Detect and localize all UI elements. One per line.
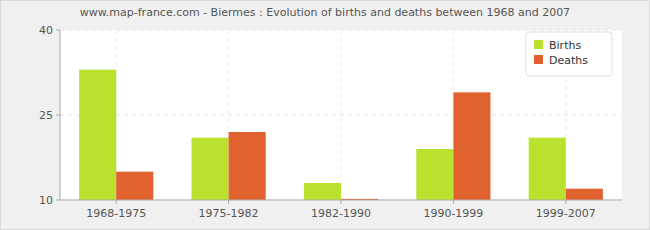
x-tick-label: 1990-1999	[423, 207, 483, 220]
y-tick-label: 25	[39, 109, 53, 122]
background	[1, 1, 650, 230]
x-tick-label: 1975-1982	[199, 207, 259, 220]
bar	[529, 138, 566, 200]
bar	[79, 70, 116, 200]
bar	[116, 172, 153, 200]
grid-line	[60, 115, 622, 116]
legend-label: Births	[549, 39, 581, 52]
y-tick	[56, 115, 60, 116]
bar	[566, 189, 603, 200]
bar	[453, 92, 490, 200]
x-tick-label: 1968-1975	[86, 207, 146, 220]
legend-swatch	[534, 40, 543, 49]
plot-area	[60, 30, 622, 200]
y-tick-label: 40	[39, 24, 53, 37]
grid-line-x	[341, 30, 342, 200]
y-axis	[60, 30, 61, 200]
bar	[192, 138, 229, 200]
bars	[79, 70, 603, 200]
y-tick	[56, 30, 60, 31]
legend-swatch	[534, 55, 543, 64]
y-tick	[56, 200, 60, 201]
title: www.map-france.com - Biermes : Evolution…	[80, 6, 570, 19]
bar	[304, 183, 341, 200]
bar	[229, 132, 266, 200]
x-tick	[565, 200, 566, 204]
legend-label: Deaths	[549, 54, 588, 67]
x-tick	[453, 200, 454, 204]
legend-box	[526, 32, 612, 76]
x-tick-label: 1982-1990	[311, 207, 371, 220]
chart-svg: www.map-france.com - Biermes : Evolution…	[0, 0, 650, 230]
x-tick	[341, 200, 342, 204]
x-tick	[116, 200, 117, 204]
y-tick-label: 10	[39, 194, 53, 207]
x-tick-label: 1999-2007	[536, 207, 596, 220]
x-tick	[228, 200, 229, 204]
chart-container: www.map-france.com - Biermes : Evolution…	[0, 0, 650, 230]
bar	[416, 149, 453, 200]
